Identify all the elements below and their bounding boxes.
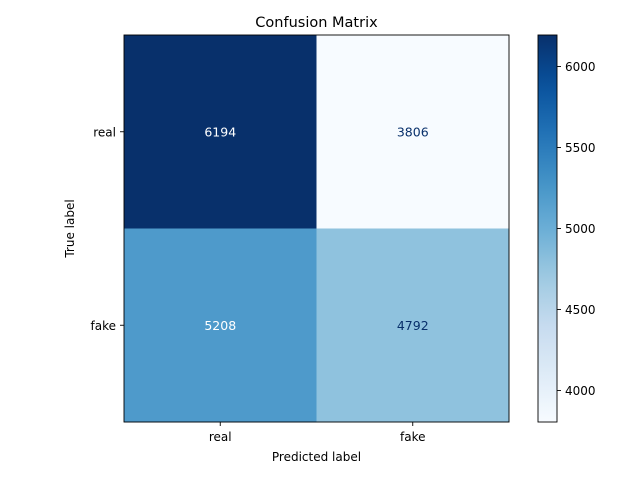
- cell-value-labels: 6194 3806 5208 4792: [204, 124, 428, 333]
- cell-value-label: 5208: [204, 318, 236, 333]
- heatmap-cell-fake-fake: [316, 228, 510, 423]
- colorbar: [538, 35, 557, 422]
- y-tick-label: fake: [91, 319, 116, 333]
- heatmap-cell-real-real: [124, 35, 317, 229]
- heatmap-cell-real-fake: [316, 35, 510, 229]
- cell-value-label: 3806: [397, 124, 429, 139]
- cell-value-label: 4792: [397, 318, 429, 333]
- x-tick-label: fake: [400, 430, 425, 444]
- colorbar-tick-label: 6000: [565, 60, 596, 74]
- heatmap-cell-fake-real: [124, 228, 317, 423]
- heatmap-frame: [123, 34, 510, 423]
- y-axis-label: True label: [63, 199, 77, 258]
- cell-value-label: 6194: [204, 124, 236, 139]
- y-tick-label: real: [93, 125, 116, 139]
- colorbar-tick-label: 5500: [565, 141, 596, 155]
- x-axis-ticks: real fake: [209, 422, 425, 444]
- x-tick-label: real: [209, 430, 232, 444]
- colorbar-ticks: 4000 4500 5000 5500 6000: [557, 60, 596, 398]
- colorbar-tick-label: 4000: [565, 384, 596, 398]
- chart-title: Confusion Matrix: [255, 15, 378, 31]
- colorbar-tick-label: 5000: [565, 222, 596, 236]
- y-axis-ticks: real fake: [91, 125, 124, 333]
- colorbar-tick-label: 4500: [565, 303, 596, 317]
- heatmap-cells: [124, 35, 510, 423]
- x-axis-label: Predicted label: [272, 450, 361, 464]
